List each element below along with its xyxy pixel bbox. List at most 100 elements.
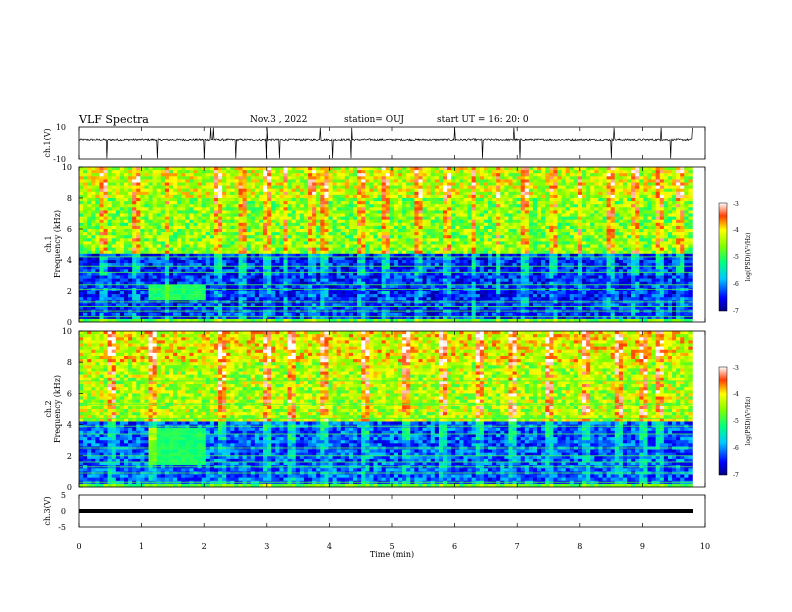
spectrogram-cell	[263, 266, 268, 270]
spectrogram-cell	[373, 318, 378, 323]
spectrogram-cell	[246, 232, 252, 236]
spectrogram-cell	[471, 225, 477, 230]
spectrogram-cell	[410, 260, 415, 264]
spectrogram-cell	[254, 247, 260, 251]
spectrogram-cell	[230, 204, 235, 208]
spectrogram-cell	[295, 201, 301, 205]
spectrogram-cell	[483, 241, 489, 245]
spectrogram-cell	[83, 272, 88, 276]
spectrogram-cell	[181, 291, 186, 295]
spectrogram-cell	[242, 247, 247, 251]
spectrogram-cell	[438, 216, 444, 220]
spectrogram-cell	[398, 225, 403, 230]
spectrogram-cell	[463, 176, 468, 180]
spectrogram-cell	[99, 232, 104, 236]
spectrogram-cell	[128, 278, 133, 282]
spectrogram-cell	[107, 235, 113, 239]
spectrogram-cell	[316, 173, 321, 177]
spectrogram-cell	[103, 198, 108, 202]
spectrogram-cell	[398, 297, 403, 301]
spectrogram-cell	[361, 204, 366, 208]
spectrogram-cell	[189, 170, 194, 174]
spectrogram-cell	[381, 241, 387, 245]
spectrogram-cell	[328, 272, 333, 276]
spectrogram-cell	[230, 191, 235, 196]
spectrogram-cell	[173, 179, 178, 183]
spectrogram-cell	[193, 269, 198, 273]
spectrogram-cell	[209, 232, 215, 236]
spectrogram-cell	[234, 188, 239, 193]
spectrogram-cell	[79, 312, 84, 317]
spectrogram-cell	[459, 207, 464, 211]
spectrogram-cell	[414, 284, 419, 289]
spectrogram-cell	[95, 244, 100, 248]
spectrogram-cell	[254, 278, 260, 282]
spectrogram-cell	[238, 244, 243, 248]
spectrogram-cell	[218, 229, 223, 233]
spectrogram-cell	[250, 210, 256, 214]
spectrogram-cell	[434, 291, 440, 295]
spectrogram-cell	[414, 176, 419, 180]
spectrogram-cell	[226, 260, 231, 264]
spectrogram-cell	[132, 256, 137, 261]
spectrogram-cell	[320, 238, 325, 242]
spectrogram-cell	[136, 207, 141, 211]
spectrogram-cell	[443, 303, 448, 307]
spectrogram-cell	[377, 312, 382, 317]
spectrogram-cell	[119, 275, 125, 279]
spectrogram-cell	[283, 272, 288, 276]
spectrogram-cell	[83, 173, 88, 177]
spectrogram-cell	[148, 263, 153, 267]
spectrogram-cell	[160, 306, 166, 310]
spectrogram-cell	[234, 303, 239, 307]
spectrogram-cell	[459, 272, 464, 276]
spectrogram-cell	[213, 247, 219, 251]
spectrogram-cell	[398, 176, 403, 180]
spectrogram-cell	[226, 281, 231, 286]
spectrogram-cell	[438, 281, 444, 286]
spectrogram-cell	[87, 194, 92, 199]
spectrogram-cell	[144, 291, 149, 295]
spectrogram-cell	[320, 306, 325, 310]
spectrogram-cell	[414, 182, 419, 186]
spectrogram-cell	[246, 222, 252, 227]
spectrogram-cell	[344, 167, 350, 171]
spectrogram-cell	[222, 170, 227, 174]
spectrogram-cell	[340, 167, 346, 171]
spectrogram-cell	[381, 238, 387, 242]
spectrogram-cell	[258, 201, 264, 205]
spectrogram-cell	[336, 188, 342, 193]
spectrogram-cell	[361, 278, 366, 282]
spectrogram-cell	[324, 260, 329, 264]
spectrogram-cell	[340, 312, 346, 317]
spectrogram-cell	[426, 291, 432, 295]
spectrogram-cell	[95, 182, 100, 186]
spectrogram-cell	[328, 253, 333, 258]
spectrogram-cell	[213, 198, 219, 202]
spectrogram-cell	[99, 266, 104, 270]
spectrogram-cell	[197, 216, 202, 220]
spectrogram-cell	[222, 247, 227, 251]
spectrogram-cell	[218, 194, 223, 199]
spectrogram-cell	[467, 284, 472, 289]
spectrogram-cell	[87, 173, 92, 177]
spectrogram-cell	[83, 263, 88, 267]
spectrogram-cell	[459, 238, 464, 242]
spectrogram-cell	[205, 170, 211, 174]
spectrogram-cell	[324, 232, 329, 236]
spectrogram-cell	[451, 312, 456, 317]
spectrogram-cell	[201, 312, 207, 317]
spectrogram-cell	[414, 229, 419, 233]
spectrogram-cell	[87, 291, 92, 295]
spectrogram-cell	[344, 244, 350, 248]
spectrogram-cell	[136, 269, 141, 273]
spectrogram-cell	[279, 260, 284, 264]
spectrogram-cell	[377, 219, 382, 224]
spectrogram-cell	[303, 201, 309, 205]
spectrogram-cell	[430, 294, 436, 298]
spectrogram-cell	[393, 173, 399, 177]
spectrogram-cell	[218, 241, 223, 245]
spectrogram-cell	[132, 176, 137, 180]
spectrogram-cell	[295, 210, 301, 214]
spectrogram-cell	[283, 253, 288, 258]
